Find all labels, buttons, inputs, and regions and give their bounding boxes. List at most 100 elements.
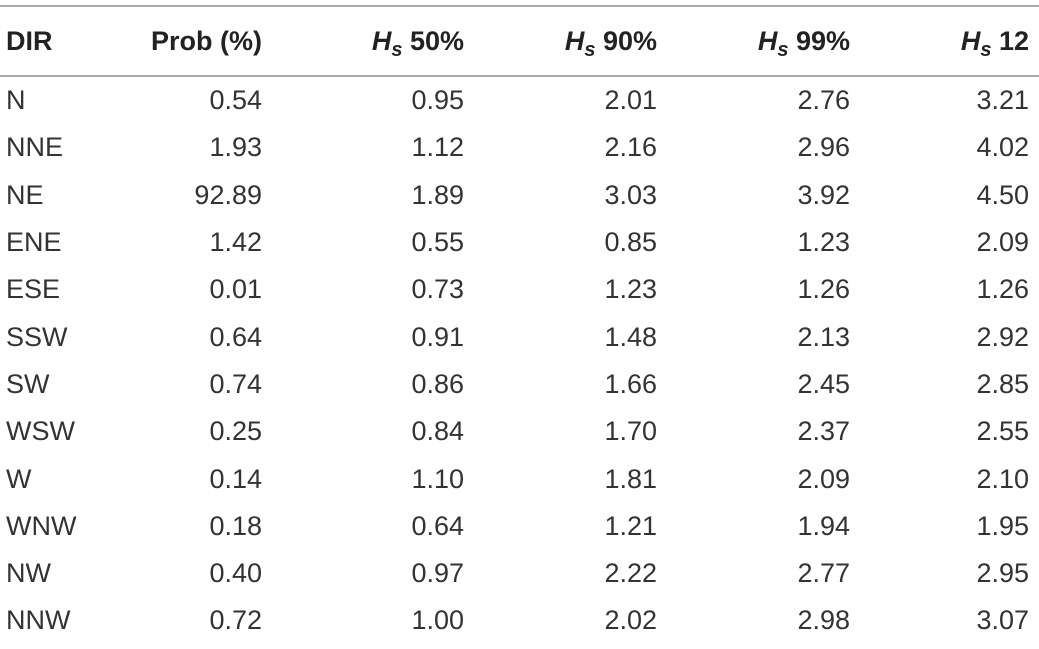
hs-symbol: H	[371, 25, 392, 56]
cell-prob: 0.64	[209, 321, 262, 352]
cell-prob: 92.89	[194, 179, 262, 210]
cell-prob: 0.72	[209, 605, 262, 636]
hs-subscript: s	[980, 38, 992, 61]
table-row: NE 92.89 1.89 3.03 3.92 4.50	[0, 172, 1039, 219]
cell-prob: 0.25	[209, 416, 262, 447]
cell-prob: 0.14	[209, 463, 262, 494]
cell-dir: ENE	[6, 227, 62, 258]
header-hs99: Hs 99%	[657, 6, 850, 76]
cell-hs12: 1.95	[976, 510, 1029, 541]
hs-symbol: H	[960, 25, 981, 56]
table-row: ENE 1.42 0.55 0.85 1.23 2.09	[0, 219, 1039, 266]
cell-hs12: 1.26	[976, 274, 1029, 305]
hs-subscript: s	[391, 38, 403, 61]
cell-prob: 0.54	[209, 85, 262, 116]
cell-hs12: 3.21	[976, 85, 1029, 116]
cell-prob: 0.18	[209, 510, 262, 541]
cell-hs90: 3.03	[604, 179, 657, 210]
table-row: W 0.14 1.10 1.81 2.09 2.10	[0, 455, 1039, 502]
cell-hs12: 4.02	[976, 132, 1029, 163]
table-row: NNE 1.93 1.12 2.16 2.96 4.02	[0, 124, 1039, 171]
cell-dir: WSW	[6, 416, 75, 447]
hs99-label: 99%	[795, 25, 850, 56]
cell-prob: 0.74	[209, 368, 262, 399]
cell-hs90: 1.48	[604, 321, 657, 352]
cell-hs50: 0.95	[411, 85, 464, 116]
table-row: NW 0.40 0.97 2.22 2.77 2.95	[0, 550, 1039, 597]
cell-hs50: 1.00	[411, 605, 464, 636]
cell-hs90: 0.85	[604, 227, 657, 258]
cell-prob: 0.01	[209, 274, 262, 305]
cell-hs90: 2.16	[604, 132, 657, 163]
cell-hs90: 2.22	[604, 558, 657, 589]
cell-hs50: 1.89	[411, 179, 464, 210]
hs-subscript: s	[777, 38, 789, 61]
cell-prob: 1.93	[209, 132, 262, 163]
cell-hs50: 0.73	[411, 274, 464, 305]
cell-dir: SW	[6, 368, 50, 399]
cell-dir: SSW	[6, 321, 68, 352]
table-row: WNW 0.18 0.64 1.21 1.94 1.95	[0, 503, 1039, 550]
cell-hs90: 2.02	[604, 605, 657, 636]
cell-hs12: 2.85	[976, 368, 1029, 399]
hs-symbol: H	[757, 25, 778, 56]
cell-hs99: 2.45	[797, 368, 850, 399]
cell-hs50: 0.86	[411, 368, 464, 399]
cell-hs90: 1.23	[604, 274, 657, 305]
table-body: N 0.54 0.95 2.01 2.76 3.21 NNE 1.93 1.12…	[0, 76, 1039, 645]
cell-hs12: 3.07	[976, 605, 1029, 636]
cell-hs12: 2.95	[976, 558, 1029, 589]
table-row: NNW 0.72 1.00 2.02 2.98 3.07	[0, 597, 1039, 644]
cell-dir: W	[6, 463, 32, 494]
cell-hs50: 1.10	[411, 463, 464, 494]
cell-dir: ESE	[6, 274, 61, 305]
cell-hs99: 1.26	[797, 274, 850, 305]
cell-hs99: 2.09	[797, 463, 850, 494]
cell-dir: N	[6, 85, 26, 116]
cell-hs99: 2.96	[797, 132, 850, 163]
cell-prob: 1.42	[209, 227, 262, 258]
table-row: ESE 0.01 0.73 1.23 1.26 1.26	[0, 266, 1039, 313]
cell-hs90: 2.01	[604, 85, 657, 116]
header-hs12: Hs 12	[850, 6, 1039, 76]
cell-hs50: 1.12	[411, 132, 464, 163]
cell-dir: NW	[6, 558, 51, 589]
header-row: DIR Prob (%) Hs 50% Hs 90% Hs 99% Hs 12	[0, 6, 1039, 76]
cell-hs99: 2.98	[797, 605, 850, 636]
cell-dir: NE	[6, 179, 44, 210]
cell-hs99: 2.76	[797, 85, 850, 116]
cell-dir: WNW	[6, 510, 77, 541]
cell-dir: NNW	[6, 605, 71, 636]
table-row: SSW 0.64 0.91 1.48 2.13 2.92	[0, 313, 1039, 360]
header-prob: Prob (%)	[151, 25, 262, 56]
cell-hs90: 1.21	[604, 510, 657, 541]
table-row: WSW 0.25 0.84 1.70 2.37 2.55	[0, 408, 1039, 455]
cell-hs50: 0.55	[411, 227, 464, 258]
table-row: N 0.54 0.95 2.01 2.76 3.21	[0, 76, 1039, 124]
cell-hs90: 1.81	[604, 463, 657, 494]
hs-subscript: s	[584, 38, 596, 61]
table-row: SW 0.74 0.86 1.66 2.45 2.85	[0, 361, 1039, 408]
cell-hs99: 2.77	[797, 558, 850, 589]
cell-hs90: 1.66	[604, 368, 657, 399]
cell-hs50: 0.91	[411, 321, 464, 352]
hs90-label: 90%	[602, 25, 657, 56]
cell-hs12: 2.92	[976, 321, 1029, 352]
cell-hs12: 2.09	[976, 227, 1029, 258]
header-dir: DIR	[6, 25, 53, 56]
header-hs90: Hs 90%	[464, 6, 657, 76]
cell-dir: NNE	[6, 132, 64, 163]
cell-hs50: 0.64	[411, 510, 464, 541]
cell-hs99: 2.37	[797, 416, 850, 447]
cell-hs12: 4.50	[976, 179, 1029, 210]
cell-prob: 0.40	[209, 558, 262, 589]
hs12-label: 12	[998, 25, 1029, 56]
wave-height-table: DIR Prob (%) Hs 50% Hs 90% Hs 99% Hs 12 …	[0, 5, 1039, 645]
cell-hs90: 1.70	[604, 416, 657, 447]
cell-hs99: 2.13	[797, 321, 850, 352]
cell-hs99: 1.23	[797, 227, 850, 258]
cell-hs99: 3.92	[797, 179, 850, 210]
hs-symbol: H	[564, 25, 585, 56]
table-header: DIR Prob (%) Hs 50% Hs 90% Hs 99% Hs 12	[0, 6, 1039, 76]
